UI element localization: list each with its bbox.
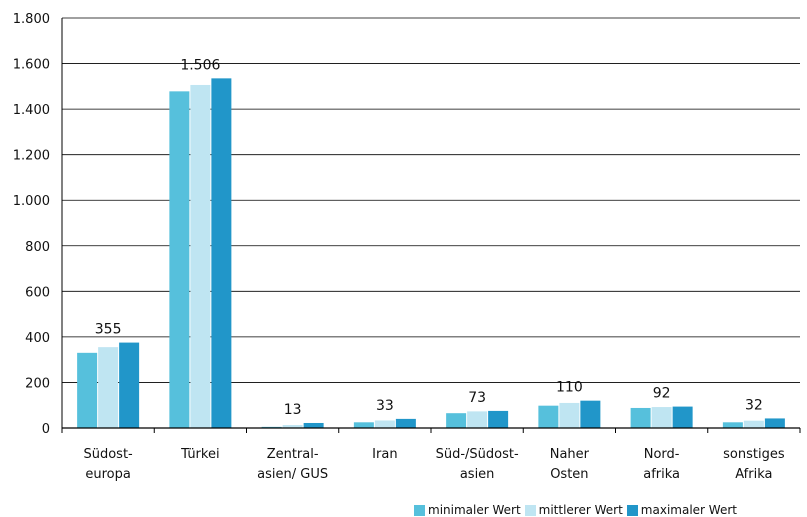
bar xyxy=(743,420,764,428)
legend-item-mid: mittlerer Wert xyxy=(524,503,623,517)
data-label: 13 xyxy=(284,402,302,418)
legend-label-mid: mittlerer Wert xyxy=(538,503,623,517)
bar xyxy=(580,400,601,428)
data-labels: 355 1.506 13 33 73 110 92 32 xyxy=(95,57,763,418)
legend-item-min: minimaler Wert xyxy=(414,503,521,517)
y-tick-label: 800 xyxy=(25,240,50,255)
y-tick-label: 1.400 xyxy=(13,103,50,118)
data-label: 73 xyxy=(468,390,486,406)
x-tick-label: Nord- xyxy=(644,447,680,462)
y-tick-label: 200 xyxy=(25,376,50,391)
x-tick-label: Osten xyxy=(550,467,588,482)
data-label: 355 xyxy=(95,322,122,338)
legend-swatch-min xyxy=(414,504,425,516)
bar xyxy=(446,413,467,428)
bar xyxy=(395,418,416,428)
legend-label-min: minimaler Wert xyxy=(428,503,521,517)
y-tick-label: 1.200 xyxy=(13,149,50,164)
bar xyxy=(374,420,395,428)
bar xyxy=(77,352,98,428)
legend: minimaler Wert mittlerer Wert maximaler … xyxy=(414,503,741,517)
legend-item-max: maximaler Wert xyxy=(626,503,737,517)
data-label: 110 xyxy=(556,380,583,396)
bar xyxy=(169,91,190,428)
y-axis: 0 200 400 600 800 1.000 1.200 1.400 1.600 1.800 xyxy=(13,12,63,437)
bar xyxy=(559,402,580,428)
bars xyxy=(77,78,785,428)
bar xyxy=(651,407,672,428)
bar xyxy=(211,78,232,428)
y-tick-label: 400 xyxy=(25,331,50,346)
x-tick-label: asien xyxy=(460,467,495,482)
bar xyxy=(630,407,651,428)
bar xyxy=(722,422,743,428)
x-tick-label: Naher xyxy=(550,447,590,462)
legend-swatch-max xyxy=(626,504,638,516)
bar xyxy=(98,347,119,428)
x-axis: Südost-europa Türkei Zentral-asien/ GUS Ira… xyxy=(61,427,801,482)
data-label: 1.506 xyxy=(180,57,220,73)
x-tick-label: afrika xyxy=(643,467,680,482)
bar xyxy=(488,410,509,428)
bar xyxy=(119,342,140,428)
bar xyxy=(764,418,785,428)
bar xyxy=(467,411,488,428)
data-label: 92 xyxy=(653,386,671,402)
bar xyxy=(303,422,324,428)
x-tick-label: Türkei xyxy=(180,447,219,462)
legend-swatch-mid xyxy=(524,504,536,516)
bar xyxy=(538,405,559,428)
data-label: 33 xyxy=(376,398,394,414)
x-tick-label: asien/ GUS xyxy=(257,467,328,482)
y-tick-label: 1.800 xyxy=(13,12,50,27)
bar xyxy=(672,406,693,428)
y-tick-label: 600 xyxy=(25,285,50,300)
x-tick-label: europa xyxy=(85,467,130,482)
data-label: 32 xyxy=(745,397,763,413)
x-tick-label: Südost- xyxy=(83,447,133,462)
legend-label-max: maximaler Wert xyxy=(640,503,737,517)
x-tick-label: Zentral- xyxy=(267,447,319,462)
y-tick-label: 1.600 xyxy=(13,58,50,73)
x-tick-label: Süd-/Südost- xyxy=(436,447,519,462)
bar xyxy=(282,425,303,428)
bar xyxy=(190,84,211,428)
bar xyxy=(353,422,374,428)
x-tick-label: sonstiges xyxy=(723,447,785,462)
x-tick-label: Iran xyxy=(372,447,397,462)
x-tick-label: Afrika xyxy=(735,467,772,482)
y-tick-label: 1.000 xyxy=(13,194,50,209)
y-tick-label: 0 xyxy=(42,422,50,437)
